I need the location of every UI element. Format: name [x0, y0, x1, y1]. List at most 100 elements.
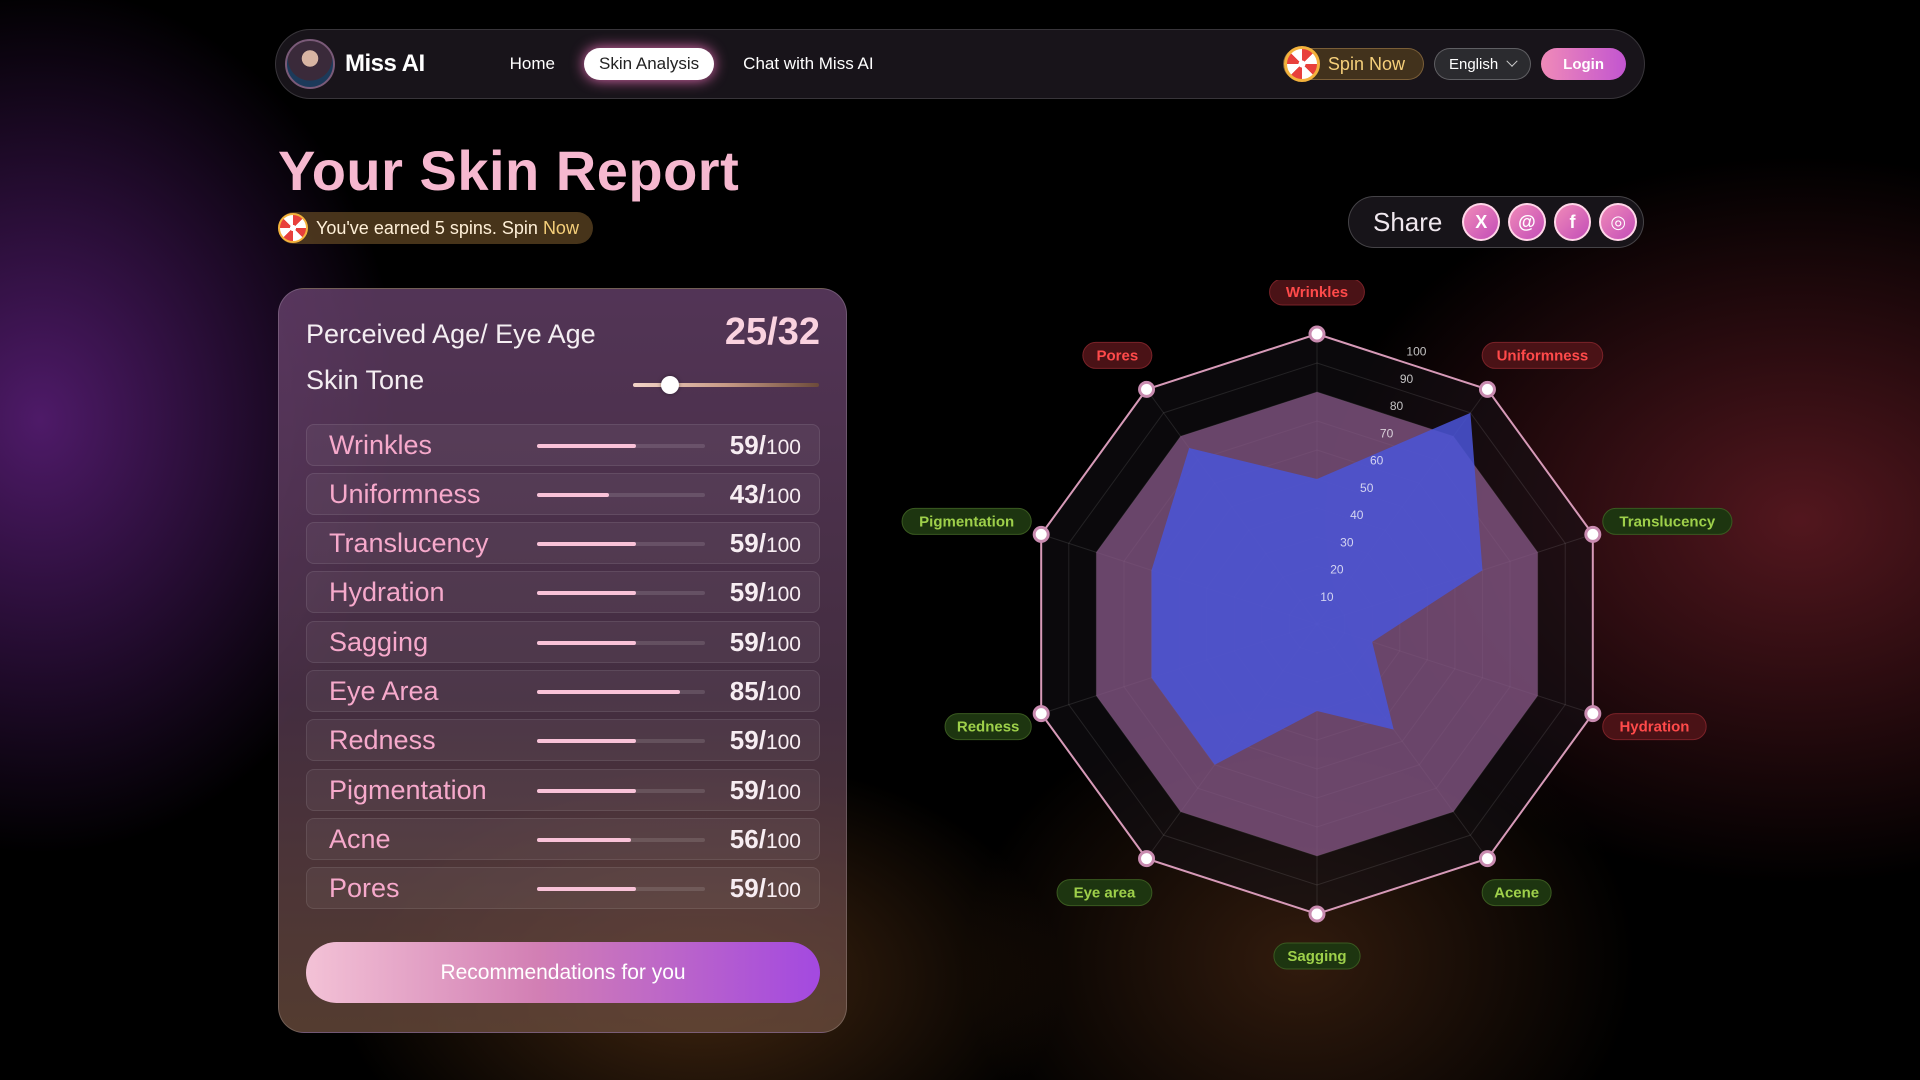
radar-axis-pill	[944, 713, 1032, 741]
radar-grid-ring	[1068, 362, 1566, 886]
nav-chat[interactable]: Chat with Miss AI	[743, 54, 874, 73]
x-icon[interactable]: X	[1462, 203, 1501, 241]
metric-score-max: 100	[765, 583, 801, 606]
metric-score: 59/100	[730, 577, 801, 608]
radar-tick-label: 10	[1320, 590, 1334, 604]
metric-bar	[537, 641, 705, 645]
metric-score: 59/100	[730, 627, 801, 658]
spin-now-link[interactable]: Now	[542, 217, 579, 238]
radar-tick-label: 30	[1340, 535, 1354, 549]
language-select[interactable]: English	[1433, 48, 1532, 80]
chevron-down-icon	[1506, 55, 1518, 67]
metric-score-value: 59/	[729, 627, 766, 657]
metric-score-max: 100	[765, 436, 801, 459]
metric-name: Wrinkles	[329, 430, 433, 460]
share-label: Share	[1373, 206, 1443, 237]
radar-series-area	[1151, 412, 1483, 765]
instagram-icon[interactable]: ◎	[1599, 203, 1638, 241]
metric-score-max: 100	[765, 534, 801, 557]
metric-row: Acne 56/100	[306, 818, 820, 860]
radar-axis-pill	[1602, 713, 1707, 741]
metric-bar	[537, 887, 705, 891]
metric-bar	[537, 690, 705, 694]
metric-score-max: 100	[765, 781, 801, 804]
metric-score: 43/100	[730, 479, 801, 510]
metric-score: 59/100	[730, 430, 801, 461]
radar-axis-pill	[901, 507, 1032, 535]
radar-axis-pill	[1056, 879, 1153, 907]
metric-score-max: 100	[765, 731, 801, 754]
radar-vertex-dot	[1584, 705, 1602, 723]
share-bar: Share X @ f ◎	[1348, 196, 1644, 248]
metric-bar-fill	[537, 493, 610, 497]
metric-row: Hydration 59/100	[306, 571, 820, 613]
radar-tick-label: 70	[1380, 426, 1394, 440]
top-nav: Miss AI Home Skin Analysis Chat with Mis…	[275, 29, 1645, 99]
metric-row: Wrinkles 59/100	[306, 424, 820, 466]
radar-tick-label: 60	[1370, 454, 1384, 468]
spin-wheel-icon	[1283, 46, 1320, 82]
radar-axis-pill	[1273, 942, 1361, 970]
metric-row: Translucency 59/100	[306, 522, 820, 564]
radar-tick-label: 20	[1330, 563, 1344, 577]
metric-score-value: 59/	[729, 775, 766, 805]
skin-tone-slider-knob[interactable]	[661, 376, 680, 394]
skin-tone-label: Skin Tone	[306, 365, 425, 395]
radar-tick-label: 90	[1400, 372, 1414, 386]
metric-score: 59/100	[730, 775, 801, 806]
earned-spins-banner[interactable]: You've earned 5 spins. Spin Now	[278, 212, 593, 244]
metric-score-max: 100	[765, 830, 801, 853]
radar-axis-pill	[1481, 879, 1552, 907]
radar-axis-label: Acene	[1494, 885, 1539, 902]
nav-actions: Spin Now English Login	[1282, 46, 1626, 82]
radar-axis-pill	[1269, 280, 1365, 306]
nav-home[interactable]: Home	[509, 54, 555, 73]
facebook-icon[interactable]: f	[1553, 203, 1592, 241]
metric-bar-fill	[537, 591, 637, 595]
metric-bar-fill	[537, 887, 637, 891]
perceived-age-value: 25/32	[724, 311, 820, 353]
metric-score-max: 100	[765, 633, 801, 656]
radar-tick-label: 50	[1360, 481, 1374, 495]
spin-wheel-icon	[278, 213, 308, 243]
radar-vertex-dot	[1032, 705, 1050, 723]
radar-vertex-dot	[1138, 850, 1156, 868]
metric-name: Translucency	[329, 528, 489, 558]
metric-name: Redness	[329, 725, 436, 755]
earned-spins-text: You've earned 5 spins. Spin Now	[316, 218, 579, 239]
nav-skin-analysis[interactable]: Skin Analysis	[584, 48, 715, 80]
metric-bar	[537, 542, 705, 546]
metric-row: Sagging 59/100	[306, 621, 820, 663]
metric-name: Pores	[329, 873, 400, 903]
metric-name: Uniformness	[329, 479, 481, 509]
language-value: English	[1448, 55, 1499, 73]
nav-links: Home Skin Analysis Chat with Miss AI	[495, 48, 889, 80]
metric-name: Pigmentation	[329, 775, 487, 805]
radar-vertex-dot	[1478, 380, 1496, 398]
metric-row: Pores 59/100	[306, 867, 820, 909]
spin-now-button[interactable]: Spin Now	[1282, 46, 1424, 82]
metric-bar	[537, 838, 705, 842]
radar-axis-label: Eye area	[1074, 885, 1136, 902]
metric-bar-fill	[537, 690, 680, 694]
radar-vertex-dot	[1032, 525, 1050, 543]
brand-name[interactable]: Miss AI	[345, 50, 425, 77]
radar-axis-label: Pores	[1097, 347, 1139, 364]
metric-bar	[537, 789, 705, 793]
metric-score-value: 85/	[729, 676, 766, 706]
brand-avatar[interactable]	[285, 39, 335, 89]
metric-score-value: 59/	[729, 430, 766, 460]
perceived-age-label: Perceived Age/ Eye Age	[306, 319, 596, 349]
metric-bar	[537, 493, 705, 497]
metric-row: Redness 59/100	[306, 719, 820, 761]
metric-score-max: 100	[765, 879, 801, 902]
metric-bar-fill	[537, 789, 637, 793]
page-title: Your Skin Report	[278, 139, 740, 202]
metric-row: Pigmentation 59/100	[306, 769, 820, 811]
radar-vertex-dot	[1584, 525, 1602, 543]
threads-icon[interactable]: @	[1508, 203, 1546, 241]
skin-tone-slider[interactable]	[633, 376, 819, 394]
metric-score: 85/100	[730, 676, 801, 707]
login-button[interactable]: Login	[1541, 48, 1626, 80]
recommendations-button[interactable]: Recommendations for you	[306, 942, 820, 1003]
